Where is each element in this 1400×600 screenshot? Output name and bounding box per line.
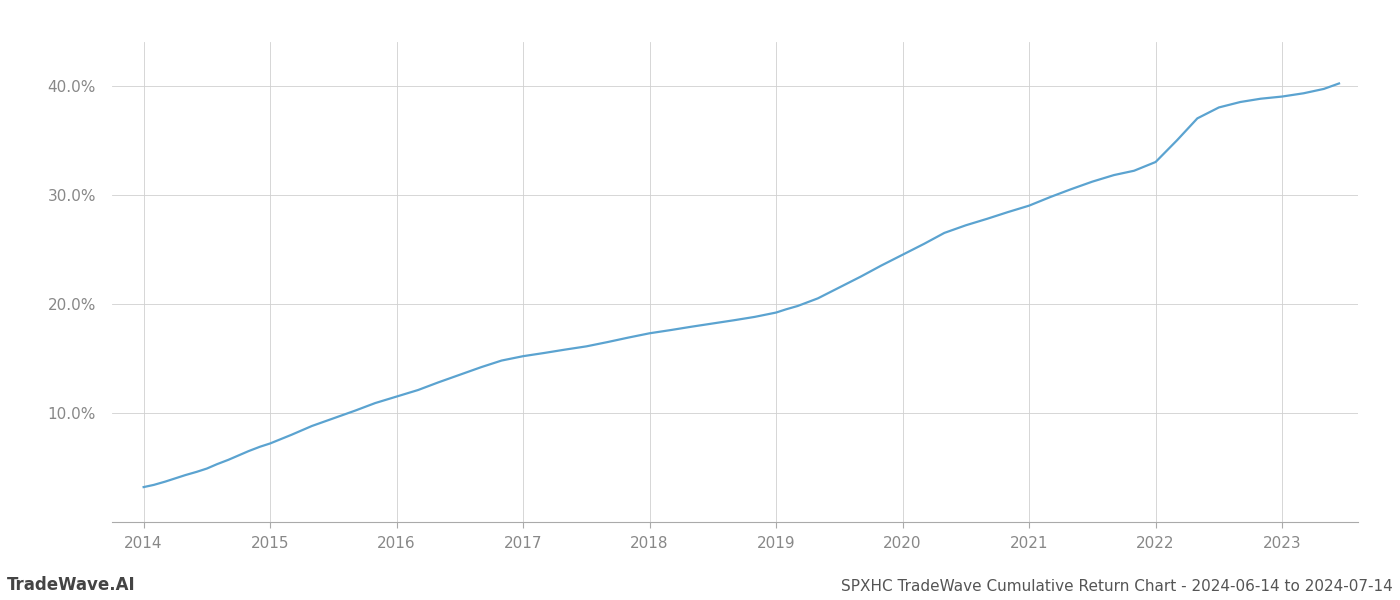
Text: TradeWave.AI: TradeWave.AI [7,576,136,594]
Text: SPXHC TradeWave Cumulative Return Chart - 2024-06-14 to 2024-07-14: SPXHC TradeWave Cumulative Return Chart … [841,579,1393,594]
